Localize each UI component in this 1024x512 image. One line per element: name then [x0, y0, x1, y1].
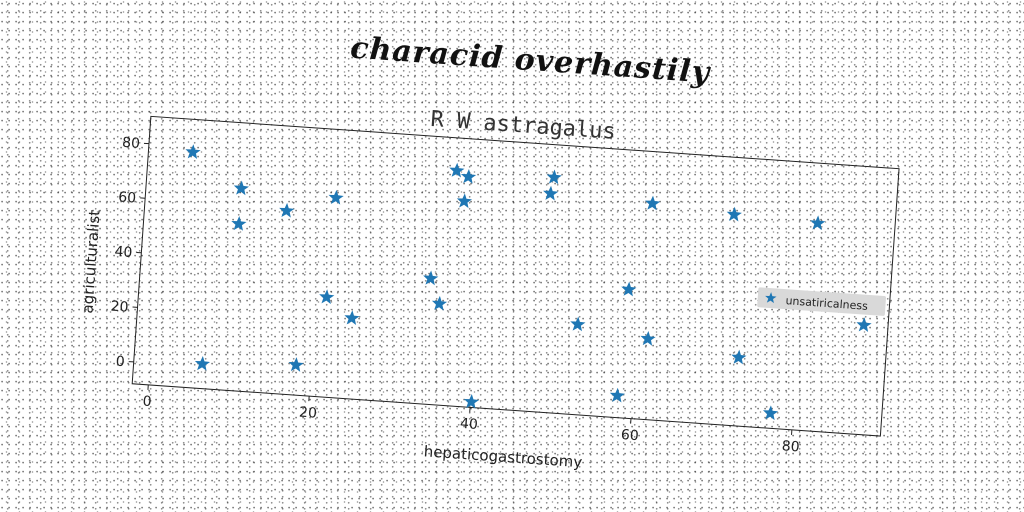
y-tick-label: 20: [110, 299, 129, 316]
data-point-star: [449, 162, 465, 178]
y-tick-label: 80: [122, 135, 141, 152]
data-point-star: [621, 281, 637, 297]
data-points: [185, 144, 872, 421]
data-point-star: [546, 169, 562, 185]
data-point-star: [856, 317, 872, 333]
data-point-star: [543, 185, 559, 201]
data-point-star: [431, 295, 448, 311]
data-point-star: [328, 189, 344, 205]
y-tick-label: 0: [115, 354, 125, 371]
data-point-star: [344, 310, 360, 326]
data-point-star: [288, 357, 304, 372]
data-point-star: [463, 393, 480, 409]
data-point-star: [762, 405, 779, 421]
y-tick-label: 40: [114, 244, 133, 261]
data-point-star: [645, 195, 661, 211]
data-point-star: [185, 144, 201, 160]
x-tick-label: 40: [459, 416, 478, 433]
x-axis: 0 20 40 60 80: [142, 384, 800, 455]
data-point-star: [279, 202, 295, 218]
data-point-star: [233, 180, 249, 196]
data-point-star: [810, 215, 826, 231]
x-tick-label: 60: [620, 427, 639, 444]
y-tick-label: 60: [118, 189, 137, 206]
chart-title: R W astragalus: [430, 107, 617, 145]
data-point-star: [609, 387, 625, 403]
data-point-star: [731, 349, 747, 365]
data-point-star: [726, 206, 742, 222]
data-point-star: [640, 330, 656, 346]
legend: unsatiricalness: [757, 287, 887, 316]
data-point-star: [423, 270, 439, 286]
data-point-star: [460, 169, 477, 184]
x-axis-label: hepaticogastrostomy: [423, 442, 583, 471]
x-tick-label: 80: [781, 438, 800, 455]
legend-marker-star-icon: [765, 292, 777, 304]
x-tick-label: 0: [142, 394, 152, 411]
data-point-star: [194, 355, 211, 371]
data-point-star: [231, 215, 247, 231]
data-point-star: [570, 316, 586, 332]
legend-label: unsatiricalness: [785, 294, 868, 313]
y-axis-label: agriculturalist: [78, 209, 103, 314]
data-point-star: [456, 193, 473, 209]
plot-area: [131, 115, 900, 437]
x-tick-label: 20: [299, 404, 318, 421]
data-point-star: [319, 289, 335, 305]
y-axis: 0 20 40 60 80: [110, 135, 150, 371]
legend-box: [757, 287, 887, 316]
